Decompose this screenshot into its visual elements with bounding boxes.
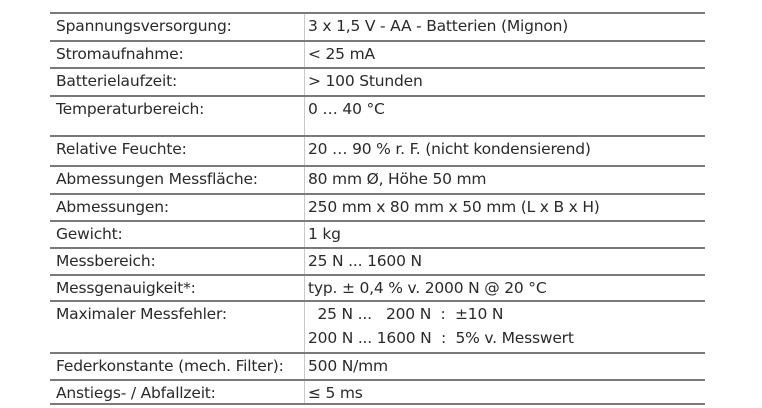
- spec-value-line2: 200 N ... 1600 N : 5% v. Messwert: [308, 329, 574, 347]
- table-row: Abmessungen: 250 mm x 80 mm x 50 mm (L x …: [50, 193, 705, 220]
- spec-label: Batterielaufzeit:: [56, 72, 178, 90]
- specifications-table: Spannungsversorgung: 3 x 1,5 V - AA - Bat…: [50, 12, 705, 405]
- table-row: Gewicht: 1 kg: [50, 220, 705, 247]
- spec-value: 20 … 90 % r. F. (nicht kondensierend): [308, 140, 591, 158]
- spec-value: typ. ± 0,4 % v. 2000 N @ 20 °C: [308, 279, 547, 297]
- spec-label: Abmessungen Messfläche:: [56, 170, 258, 188]
- spec-label: Messbereich:: [56, 252, 156, 270]
- table-row: Temperaturbereich: 0 … 40 °C: [50, 95, 705, 135]
- column-divider: [304, 222, 305, 247]
- table-row: Spannungsversorgung: 3 x 1,5 V - AA - Bat…: [50, 12, 705, 40]
- spec-value: 500 N/mm: [308, 357, 388, 375]
- spec-label: Maximaler Messfehler:: [56, 305, 227, 323]
- table-row: Stromaufnahme: < 25 mA: [50, 40, 705, 67]
- table-row: Maximaler Messfehler: 25 N ... 200 N : ±…: [50, 300, 705, 352]
- spec-value: 1 kg: [308, 225, 341, 243]
- spec-label: Gewicht:: [56, 225, 123, 243]
- spec-label: Spannungsversorgung:: [56, 17, 232, 35]
- column-divider: [304, 276, 305, 300]
- spec-label: Abmessungen:: [56, 198, 169, 216]
- column-divider: [304, 249, 305, 274]
- spec-value: ≤ 5 ms: [308, 384, 363, 402]
- spec-value: 250 mm x 80 mm x 50 mm (L x B x H): [308, 198, 600, 216]
- spec-label: Federkonstante (mech. Filter):: [56, 357, 284, 375]
- spec-label: Stromaufnahme:: [56, 45, 184, 63]
- spec-label: Temperaturbereich:: [56, 100, 205, 118]
- column-divider: [304, 97, 305, 135]
- column-divider: [304, 137, 305, 165]
- spec-value: 0 … 40 °C: [308, 100, 385, 118]
- column-divider: [304, 167, 305, 193]
- table-row: Abmessungen Messfläche: 80 mm Ø, Höhe 50 …: [50, 165, 705, 193]
- column-divider: [304, 195, 305, 220]
- spec-label: Relative Feuchte:: [56, 140, 187, 158]
- spec-value: 80 mm Ø, Höhe 50 mm: [308, 170, 487, 188]
- spec-value: 25 N ... 1600 N: [308, 252, 422, 270]
- column-divider: [304, 354, 305, 379]
- column-divider: [304, 381, 305, 403]
- column-divider: [304, 42, 305, 67]
- spec-label: Anstiegs- / Abfallzeit:: [56, 384, 216, 402]
- spec-value: > 100 Stunden: [308, 72, 423, 90]
- spec-label: Messgenauigkeit*:: [56, 279, 196, 297]
- spec-value: < 25 mA: [308, 45, 375, 63]
- spec-value: 3 x 1,5 V - AA - Batterien (Mignon): [308, 17, 569, 35]
- table-row: Messgenauigkeit*: typ. ± 0,4 % v. 2000 N …: [50, 274, 705, 300]
- table-row: Messbereich: 25 N ... 1600 N: [50, 247, 705, 274]
- table-row: Relative Feuchte: 20 … 90 % r. F. (nicht …: [50, 135, 705, 165]
- column-divider: [304, 14, 305, 40]
- spec-value: 25 N ... 200 N : ±10 N: [308, 305, 504, 323]
- column-divider: [304, 69, 305, 95]
- table-row: Anstiegs- / Abfallzeit: ≤ 5 ms: [50, 379, 705, 405]
- table-row: Federkonstante (mech. Filter): 500 N/mm: [50, 352, 705, 379]
- column-divider: [304, 302, 305, 352]
- table-row: Batterielaufzeit: > 100 Stunden: [50, 67, 705, 95]
